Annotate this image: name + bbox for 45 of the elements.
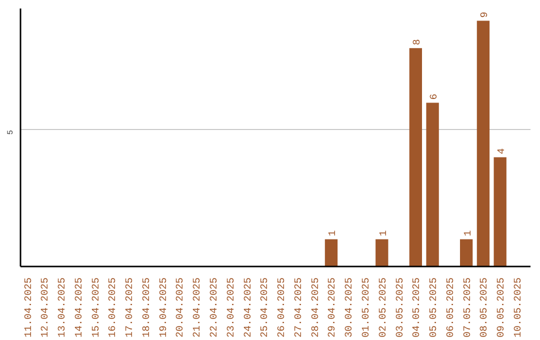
bar [409,48,422,266]
data-label: 1 [328,230,340,236]
x-tick-label: 04.05.2025 [412,277,424,338]
x-tick-label: 16.04.2025 [108,277,120,338]
data-label: 9 [480,12,492,18]
data-label: 1 [463,230,474,236]
x-tick-label: 18.04.2025 [142,277,153,338]
x-tick-label: 10.05.2025 [513,277,524,338]
x-tick-label: 06.05.2025 [446,277,457,338]
x-tick-label: 24.04.2025 [243,277,254,338]
x-tick-label: 09.05.2025 [496,277,508,338]
x-tick-label: 19.04.2025 [158,277,170,338]
bar [324,239,338,266]
bar [494,157,506,266]
x-tick-label: 13.04.2025 [58,277,69,338]
data-label: 8 [412,39,424,46]
x-tick-label: 05.05.2025 [429,277,440,338]
x-tick-label: 15.04.2025 [91,277,102,338]
x-tick-label: 08.05.2025 [480,277,491,338]
x-tick-label: 22.04.2025 [210,277,221,338]
bar [460,239,473,266]
x-tick-label: 29.04.2025 [328,277,339,338]
x-tick-label: 01.05.2025 [362,277,373,338]
data-label: 4 [497,148,508,154]
x-tick-label: 02.05.2025 [378,277,390,338]
x-tick-label: 12.04.2025 [40,277,52,338]
x-tick-label: 17.04.2025 [125,277,136,338]
x-tick-label: 30.04.2025 [344,277,356,338]
bar [476,20,490,266]
x-tick-label: 03.05.2025 [395,277,406,338]
x-tick-label: 26.04.2025 [277,277,288,338]
x-tick-label: 11.04.2025 [24,277,35,338]
x-tick-label: 14.04.2025 [74,277,86,338]
y-tick-label: 5 [6,130,16,135]
x-tick-label: 27.04.2025 [294,277,305,338]
data-label: 6 [430,94,441,100]
bar [376,239,388,266]
x-tick-label: 23.04.2025 [226,277,238,338]
bar [426,102,439,266]
data-label: 1 [378,230,390,236]
x-tick-label: 20.04.2025 [176,277,187,338]
x-tick-label: 07.05.2025 [462,277,474,338]
x-tick-label: 21.04.2025 [192,277,204,338]
x-tick-label: 28.04.2025 [310,277,322,338]
x-tick-label: 25.04.2025 [260,277,272,338]
